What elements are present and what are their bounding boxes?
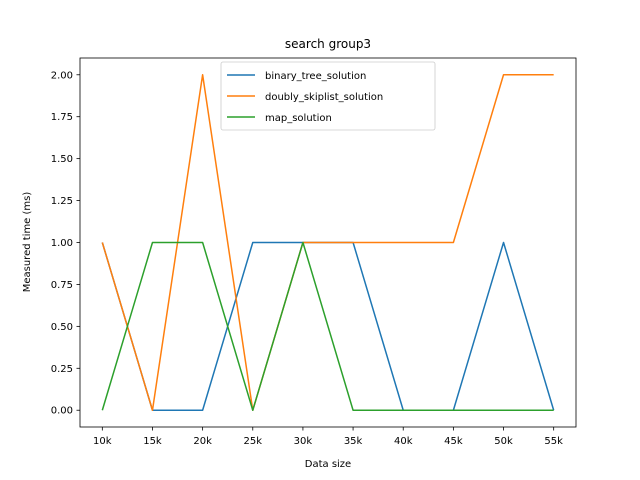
y-tick-label: 1.00 — [51, 238, 73, 249]
x-tick-label: 45k — [444, 436, 463, 447]
y-tick-label: 1.75 — [51, 112, 73, 123]
x-axis-label: Data size — [305, 459, 351, 470]
x-tick-label: 55k — [544, 436, 563, 447]
y-tick-label: 1.25 — [51, 196, 73, 207]
y-tick-label: 1.50 — [51, 154, 73, 165]
legend-label: doubly_skiplist_solution — [265, 92, 383, 103]
y-tick-label: 2.00 — [51, 70, 73, 81]
x-tick-label: 30k — [294, 436, 313, 447]
x-tick-label: 40k — [394, 436, 413, 447]
legend-label: binary_tree_solution — [265, 71, 366, 82]
legend: binary_tree_solution doubly_skiplist_solu… — [221, 62, 435, 130]
x-tick-label: 25k — [244, 436, 263, 447]
y-axis-label: Measured time (ms) — [22, 192, 33, 293]
legend-label: map_solution — [265, 113, 332, 124]
x-tick-label: 20k — [193, 436, 212, 447]
y-tick-label: 0.25 — [51, 364, 73, 375]
x-tick-label: 15k — [143, 436, 162, 447]
x-tick-label: 35k — [344, 436, 363, 447]
chart-title: search group3 — [285, 37, 371, 51]
y-tick-label: 0.50 — [51, 322, 73, 333]
y-tick-label: 0.00 — [51, 406, 73, 417]
x-tick-label: 50k — [494, 436, 513, 447]
y-tick-label: 0.75 — [51, 280, 73, 291]
x-tick-label: 10k — [93, 436, 112, 447]
